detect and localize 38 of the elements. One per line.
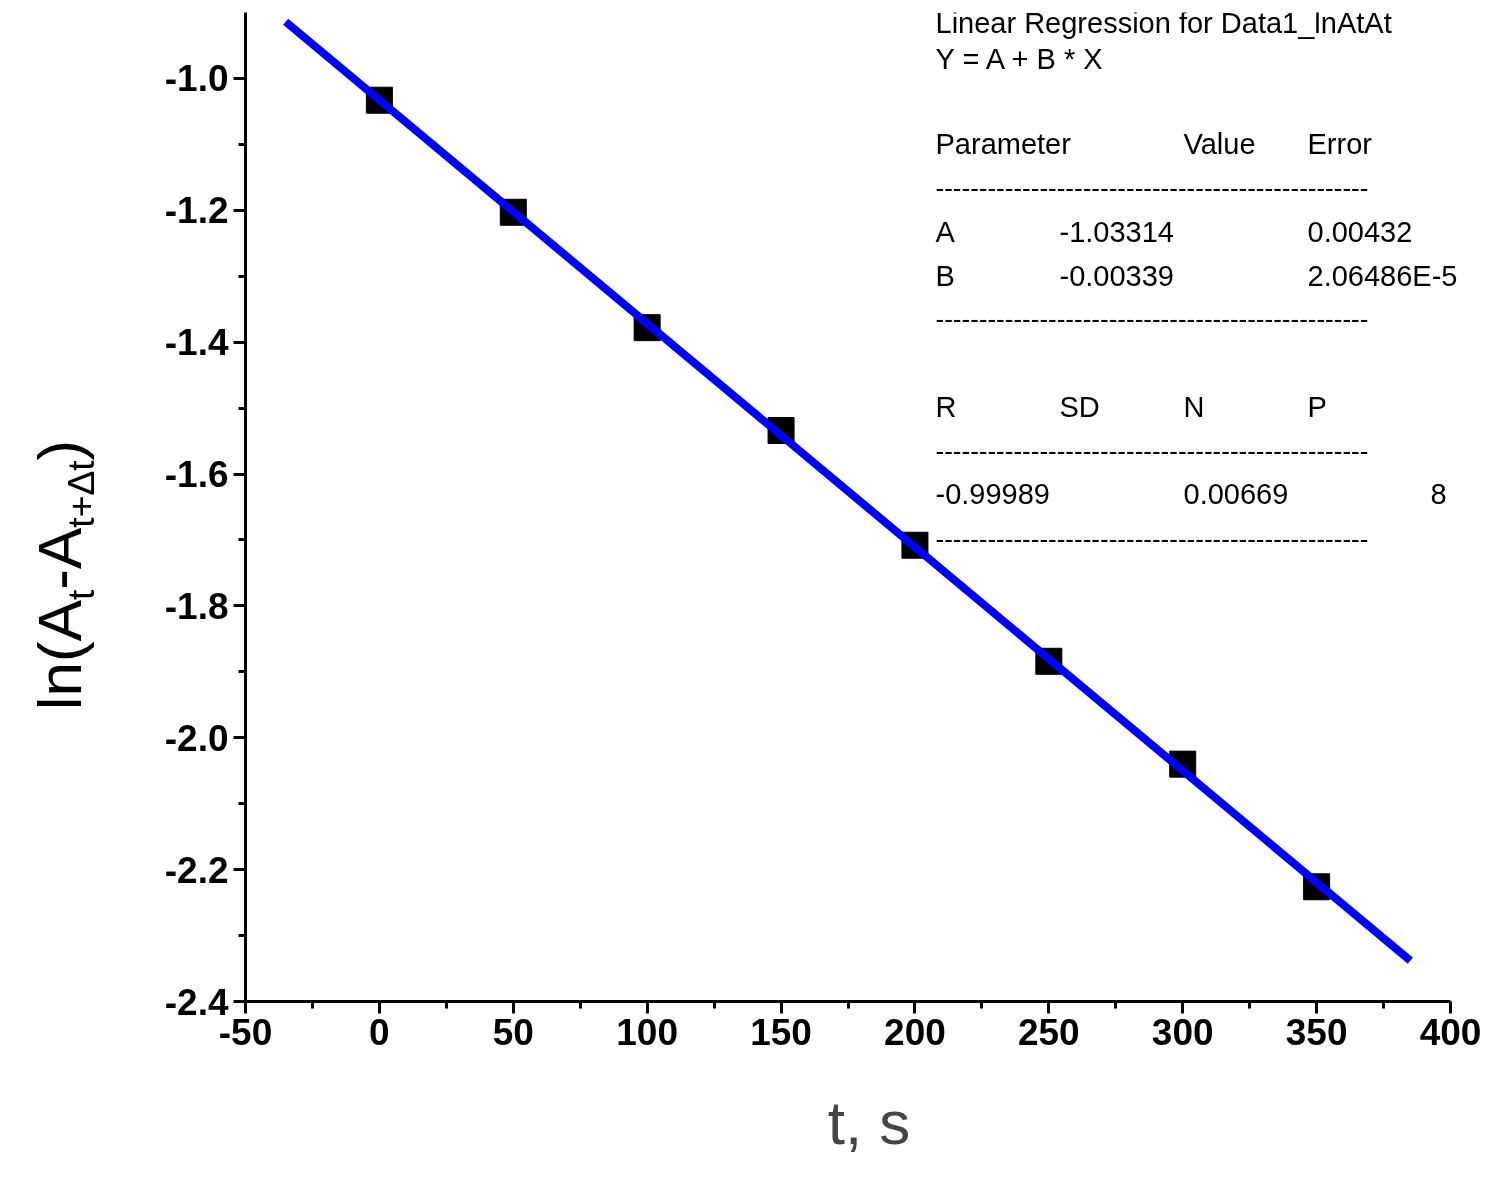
annotation: 0.00669 [1183, 477, 1289, 510]
annotation: P [1307, 390, 1327, 423]
x-tick-label: 200 [884, 1011, 946, 1053]
annotation: Error [1307, 127, 1373, 160]
annotation: -------------------------------------------------- [935, 523, 1369, 554]
annotation: N [1183, 390, 1205, 423]
annotation: Y = A + B * X [935, 42, 1103, 75]
annotation: -------------------------------------------------- [935, 303, 1369, 334]
annotation: A [935, 215, 956, 248]
annotation: 2.06486E-5 [1307, 259, 1458, 292]
annotation: R [935, 390, 957, 423]
x-tick-label: 350 [1285, 1011, 1348, 1053]
annotation: -1.03314 [1059, 215, 1174, 248]
x-tick-label: 400 [1419, 1011, 1482, 1053]
y-tick-label: -1.8 [164, 585, 229, 627]
annotation: -------------------------------------------------- [935, 172, 1369, 203]
x-tick-label: 0 [369, 1011, 390, 1053]
y-tick-label: -1.6 [164, 454, 229, 496]
x-tick-label: 100 [616, 1011, 679, 1053]
y-tick-label: -2.0 [164, 717, 229, 759]
annotation: Value [1183, 127, 1256, 160]
y-tick-label: -1.0 [164, 58, 229, 100]
annotation: -0.00339 [1059, 259, 1174, 292]
annotation: B [935, 259, 955, 292]
x-tick-label: 300 [1151, 1011, 1214, 1053]
annotation: -0.99989 [935, 477, 1050, 510]
annotation: 8 [1430, 477, 1447, 510]
y-tick-label: -1.2 [164, 190, 229, 232]
annotation: Parameter [935, 127, 1072, 160]
x-tick-label: 250 [1017, 1011, 1080, 1053]
annotation: 0.00432 [1307, 215, 1413, 248]
x-tick-label: 50 [492, 1011, 534, 1053]
y-tick-label: -2.2 [164, 849, 229, 891]
x-tick-label: 150 [750, 1011, 812, 1053]
y-tick-label: -1.4 [164, 322, 229, 364]
x-axis-title: t, s [827, 1087, 911, 1157]
annotation: -------------------------------------------------- [935, 435, 1369, 466]
annotation: SD [1059, 390, 1100, 423]
